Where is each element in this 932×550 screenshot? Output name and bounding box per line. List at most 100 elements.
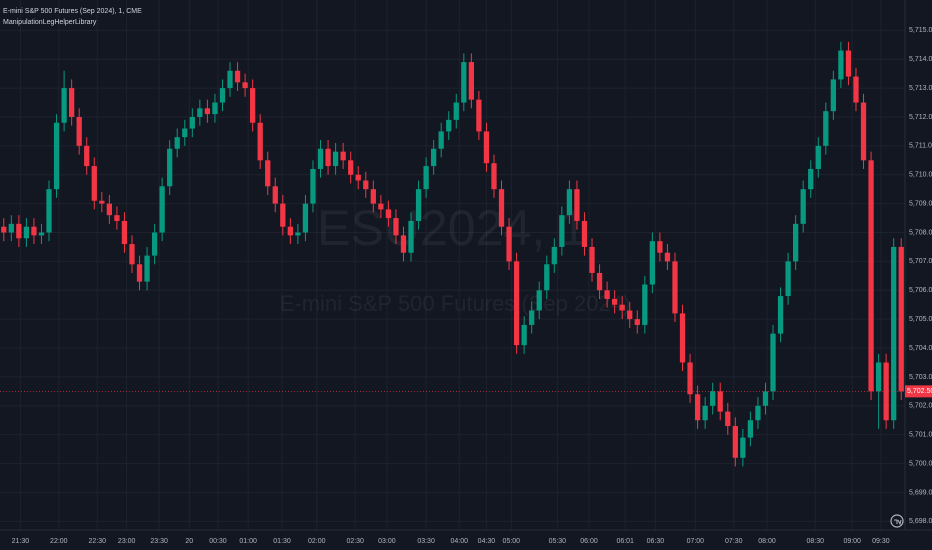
candle-body bbox=[619, 304, 625, 311]
candle-body bbox=[167, 148, 173, 187]
candle-body bbox=[182, 128, 188, 138]
x-tick-label: 05:30 bbox=[549, 538, 567, 545]
candle-body bbox=[431, 148, 437, 167]
x-tick-label: 09:30 bbox=[872, 538, 890, 545]
candle-body bbox=[468, 62, 474, 100]
candle-body bbox=[596, 272, 603, 291]
candle-body bbox=[830, 79, 836, 112]
candle-body bbox=[800, 189, 806, 224]
candle-body bbox=[642, 284, 648, 325]
candle-body bbox=[257, 122, 263, 161]
candle-body bbox=[476, 99, 482, 132]
candle-body bbox=[536, 290, 542, 311]
x-tick-label: 06:00 bbox=[580, 538, 598, 545]
candle-body bbox=[845, 50, 852, 77]
y-tick-label: 5,713.00 bbox=[909, 85, 932, 92]
x-tick-label: 06:30 bbox=[647, 538, 665, 545]
candle-body bbox=[657, 241, 663, 253]
x-tick-label: 22:30 bbox=[89, 538, 107, 545]
candle-body bbox=[38, 232, 45, 236]
candle-body bbox=[461, 62, 467, 103]
candle-body bbox=[860, 102, 867, 161]
x-tick-label: 08:00 bbox=[758, 538, 776, 545]
candle-body bbox=[438, 131, 444, 149]
x-tick-label: 23:00 bbox=[118, 538, 136, 545]
candle-body bbox=[612, 298, 618, 305]
candle-body bbox=[151, 232, 158, 256]
candle-body bbox=[891, 246, 897, 421]
candle-body bbox=[740, 437, 746, 458]
y-tick-label: 5,703.00 bbox=[909, 374, 932, 381]
candle-body bbox=[385, 209, 392, 219]
x-tick-label: 21:30 bbox=[12, 538, 30, 545]
candle-body bbox=[16, 223, 22, 239]
y-tick-label: 5,712.00 bbox=[909, 114, 932, 121]
candle-body bbox=[710, 391, 716, 406]
candle-body bbox=[197, 108, 203, 117]
candle-body bbox=[446, 119, 452, 132]
candle-body bbox=[84, 145, 90, 167]
watermark: ESU2024, 1 bbox=[317, 200, 587, 256]
candle-body bbox=[785, 261, 791, 297]
candle-body bbox=[868, 160, 874, 392]
candle-body bbox=[649, 241, 655, 285]
candle-body bbox=[280, 203, 286, 227]
watermark-subtitle: E-mini S&P 500 Futures (Sep 2024) bbox=[280, 291, 631, 316]
candle-body bbox=[265, 160, 271, 187]
candle-body bbox=[106, 203, 112, 216]
x-tick-label: 02:30 bbox=[346, 538, 364, 545]
candle-body bbox=[325, 148, 331, 167]
y-tick-label: 5,702.00 bbox=[909, 403, 932, 410]
candle-body bbox=[521, 324, 527, 346]
candle-body bbox=[838, 50, 844, 80]
candle-body bbox=[189, 116, 195, 129]
chart-title: E-mini S&P 500 Futures (Sep 2024), 1, CM… bbox=[3, 8, 142, 15]
candle-body bbox=[551, 246, 557, 265]
candle-body bbox=[212, 102, 218, 115]
candle-body bbox=[121, 220, 128, 245]
candle-body bbox=[348, 160, 354, 175]
y-tick-label: 5,714.00 bbox=[909, 56, 932, 63]
y-tick-label: 5,700.00 bbox=[909, 460, 932, 467]
candle-body bbox=[574, 189, 580, 221]
candle-body bbox=[581, 220, 588, 247]
last-price-box bbox=[905, 385, 932, 398]
candle-body bbox=[400, 235, 407, 253]
candle-body bbox=[129, 244, 135, 265]
candle-body bbox=[687, 362, 693, 395]
candle-body bbox=[76, 116, 82, 146]
candle-body bbox=[317, 148, 324, 169]
candle-body bbox=[99, 200, 105, 204]
candle-body bbox=[31, 226, 37, 236]
x-tick-label: 08:30 bbox=[806, 538, 824, 545]
candle-body bbox=[332, 151, 339, 167]
candle-body bbox=[589, 246, 595, 273]
candle-body bbox=[61, 88, 67, 123]
candle-body bbox=[204, 108, 211, 115]
y-tick-label: 5,701.00 bbox=[909, 432, 932, 439]
y-tick-label: 5,708.00 bbox=[909, 229, 932, 236]
candle-body bbox=[898, 246, 904, 392]
candle-body bbox=[883, 362, 889, 421]
candle-body bbox=[725, 411, 731, 427]
candle-body bbox=[513, 261, 520, 346]
candle-body bbox=[340, 151, 346, 161]
candle-body bbox=[91, 166, 97, 201]
candle-body bbox=[287, 226, 293, 236]
x-tick-label: 03:30 bbox=[417, 538, 435, 545]
candle-body bbox=[23, 226, 30, 239]
y-tick-label: 5,710.00 bbox=[909, 172, 932, 179]
x-tick-label: 23:30 bbox=[150, 538, 168, 545]
x-tick-label: 04:30 bbox=[478, 538, 496, 545]
candle-body bbox=[378, 203, 384, 210]
x-tick-label: 01:30 bbox=[273, 538, 291, 545]
candle-body bbox=[875, 362, 882, 392]
candle-body bbox=[559, 215, 565, 247]
last-price-label: 5,702.50 bbox=[907, 388, 932, 395]
candle-body bbox=[604, 290, 610, 299]
indicator-name: ManipulationLegHelperLibrary bbox=[3, 19, 97, 26]
candle-body bbox=[423, 166, 429, 190]
candle-body bbox=[664, 252, 671, 262]
x-tick-label: 07:30 bbox=[725, 538, 743, 545]
